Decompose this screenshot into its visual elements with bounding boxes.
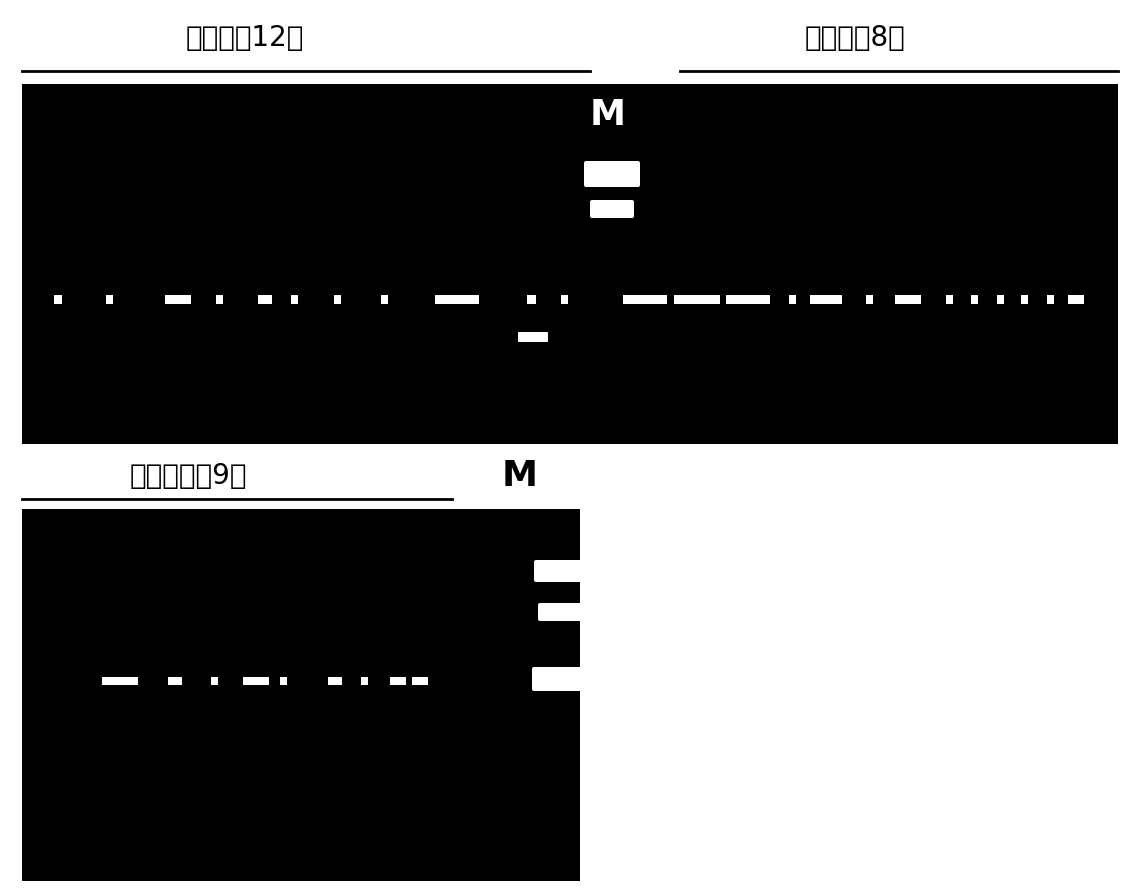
- Bar: [435, 295, 479, 304]
- Bar: [1067, 295, 1085, 304]
- Bar: [165, 295, 191, 304]
- Bar: [622, 295, 667, 304]
- Text: 半冬型油菜9个: 半冬型油菜9个: [130, 461, 247, 489]
- Bar: [335, 295, 341, 304]
- Bar: [280, 678, 288, 685]
- Bar: [362, 678, 369, 685]
- Bar: [561, 295, 569, 304]
- FancyBboxPatch shape: [531, 667, 588, 691]
- Text: M: M: [589, 97, 626, 131]
- Bar: [102, 678, 138, 685]
- Text: M: M: [502, 459, 538, 493]
- FancyBboxPatch shape: [589, 201, 634, 219]
- Bar: [390, 678, 406, 685]
- Bar: [726, 295, 770, 304]
- Bar: [216, 295, 223, 304]
- Bar: [947, 295, 954, 304]
- FancyBboxPatch shape: [518, 333, 549, 342]
- Bar: [291, 295, 298, 304]
- FancyBboxPatch shape: [584, 162, 640, 188]
- Bar: [810, 295, 842, 304]
- Bar: [22, 510, 580, 881]
- Bar: [674, 295, 720, 304]
- Bar: [1047, 295, 1055, 304]
- Bar: [328, 678, 343, 685]
- Bar: [381, 295, 388, 304]
- Text: 春型油菜8个: 春型油菜8个: [805, 24, 906, 52]
- Bar: [53, 295, 61, 304]
- Bar: [107, 295, 114, 304]
- Bar: [22, 85, 1118, 444]
- Bar: [790, 295, 797, 304]
- FancyBboxPatch shape: [538, 603, 582, 621]
- Bar: [1022, 295, 1029, 304]
- Bar: [258, 295, 272, 304]
- Bar: [998, 295, 1005, 304]
- Bar: [528, 295, 536, 304]
- Bar: [244, 678, 269, 685]
- Bar: [412, 678, 428, 685]
- FancyBboxPatch shape: [534, 561, 586, 582]
- Bar: [972, 295, 979, 304]
- Text: 冬型油菜12个: 冬型油菜12个: [185, 24, 304, 52]
- Bar: [168, 678, 182, 685]
- Bar: [894, 295, 921, 304]
- Bar: [212, 678, 218, 685]
- Bar: [866, 295, 874, 304]
